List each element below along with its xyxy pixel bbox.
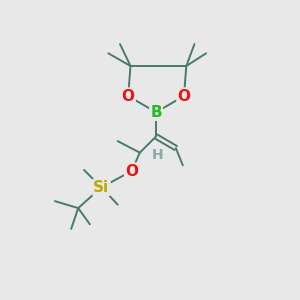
Text: O: O [178, 88, 190, 104]
Text: Si: Si [93, 180, 110, 195]
Text: O: O [122, 88, 135, 104]
Text: O: O [125, 164, 138, 178]
Text: B: B [150, 105, 162, 120]
Text: H: H [152, 148, 163, 162]
